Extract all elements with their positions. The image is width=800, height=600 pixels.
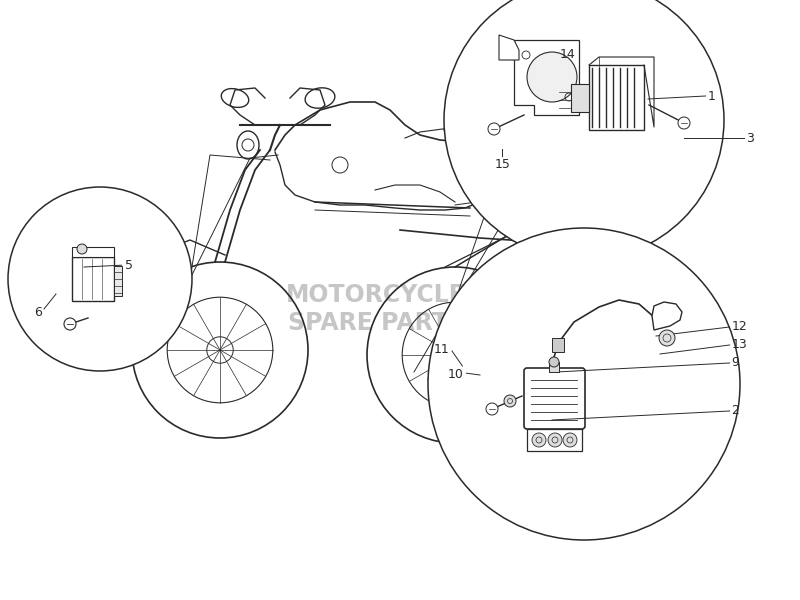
FancyBboxPatch shape [524, 368, 585, 429]
Circle shape [64, 318, 76, 330]
Text: MOTORCYCLE
SPARE PARTS: MOTORCYCLE SPARE PARTS [286, 283, 466, 335]
Bar [549, 362, 559, 372]
Text: 6: 6 [34, 305, 42, 319]
Polygon shape [652, 302, 682, 330]
Text: 15: 15 [494, 158, 510, 172]
Circle shape [659, 330, 675, 346]
Text: 1: 1 [708, 89, 716, 103]
Bar [571, 84, 589, 112]
Text: 9: 9 [731, 356, 739, 370]
Circle shape [8, 187, 192, 371]
Circle shape [563, 433, 577, 447]
Bar [589, 65, 644, 130]
Polygon shape [514, 40, 579, 115]
Bar [72, 257, 114, 301]
Circle shape [548, 433, 562, 447]
Text: 12: 12 [731, 320, 747, 334]
Bar [72, 247, 114, 257]
Bar [527, 429, 582, 451]
Circle shape [486, 403, 498, 415]
Text: 11: 11 [434, 343, 450, 356]
Bar [114, 266, 122, 296]
Polygon shape [499, 35, 519, 60]
Circle shape [532, 433, 546, 447]
Circle shape [504, 395, 516, 407]
Bar [552, 338, 564, 352]
Text: 2: 2 [731, 404, 739, 418]
Circle shape [549, 357, 559, 367]
Circle shape [527, 52, 577, 102]
Circle shape [77, 244, 87, 254]
Text: 5: 5 [125, 259, 133, 272]
Circle shape [488, 123, 500, 135]
Circle shape [678, 117, 690, 129]
Circle shape [428, 228, 740, 540]
Circle shape [444, 0, 724, 260]
Text: 14: 14 [560, 48, 576, 61]
Text: 10: 10 [448, 368, 464, 382]
Text: 3: 3 [746, 131, 754, 145]
Text: 13: 13 [731, 338, 747, 352]
